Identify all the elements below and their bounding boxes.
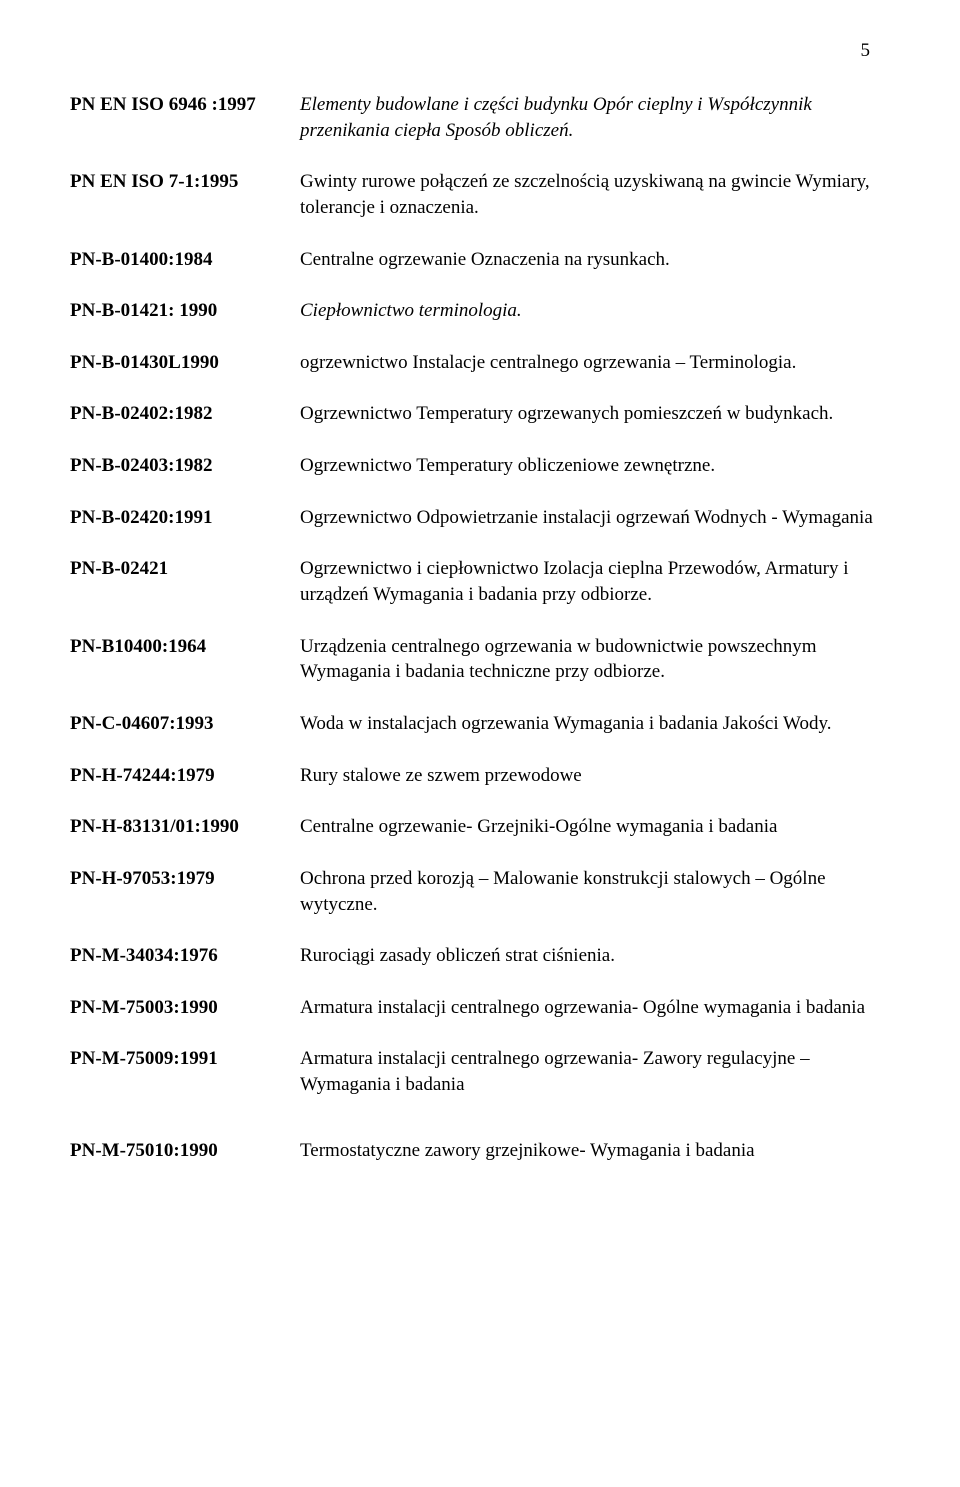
- standard-description: Elementy budowlane i części budynku Opór…: [300, 92, 890, 143]
- standard-description: Ciepłownictwo terminologia.: [300, 298, 890, 324]
- standard-description: Rurociągi zasady obliczeń strat ciśnieni…: [300, 943, 890, 969]
- standard-entry: PN-B-01400:1984Centralne ogrzewanie Ozna…: [70, 247, 890, 273]
- standard-entry: PN-B-02403:1982Ogrzewnictwo Temperatury …: [70, 453, 890, 479]
- standard-code: PN-H-74244:1979: [70, 763, 300, 789]
- standard-description: Centralne ogrzewanie- Grzejniki-Ogólne w…: [300, 814, 890, 840]
- standard-code: PN-B10400:1964: [70, 634, 300, 685]
- standard-entry: PN-H-74244:1979Rury stalowe ze szwem prz…: [70, 763, 890, 789]
- document-page: 5 PN EN ISO 6946 :1997Elementy budowlane…: [0, 0, 960, 1239]
- standard-code: PN-H-97053:1979: [70, 866, 300, 917]
- standard-code: PN-B-02402:1982: [70, 401, 300, 427]
- standard-entry: PN-M-75003:1990Armatura instalacji centr…: [70, 995, 890, 1021]
- standard-entry: PN-H-83131/01:1990Centralne ogrzewanie- …: [70, 814, 890, 840]
- standard-entry: PN-M-34034:1976Rurociągi zasady obliczeń…: [70, 943, 890, 969]
- standard-entry: PN-B-01430L1990ogrzewnictwo Instalacje c…: [70, 350, 890, 376]
- standard-code: PN EN ISO 7-1:1995: [70, 169, 300, 220]
- standard-entry: PN-M-75009:1991Armatura instalacji centr…: [70, 1046, 890, 1097]
- standard-description: Urządzenia centralnego ogrzewania w budo…: [300, 634, 890, 685]
- standard-entry: PN-B-02402:1982Ogrzewnictwo Temperatury …: [70, 401, 890, 427]
- standard-description: Ochrona przed korozją – Malowanie konstr…: [300, 866, 890, 917]
- standard-code: PN-H-83131/01:1990: [70, 814, 300, 840]
- standard-code: PN EN ISO 6946 :1997: [70, 92, 300, 143]
- standard-code: PN-M-75010:1990: [70, 1138, 300, 1164]
- standard-entry: PN-H-97053:1979Ochrona przed korozją – M…: [70, 866, 890, 917]
- standard-description: Termostatyczne zawory grzejnikowe- Wymag…: [300, 1138, 890, 1164]
- standard-entry: PN-B-02420:1991Ogrzewnictwo Odpowietrzan…: [70, 505, 890, 531]
- standard-description: Armatura instalacji centralnego ogrzewan…: [300, 1046, 890, 1097]
- standard-description: Gwinty rurowe połączeń ze szczelnością u…: [300, 169, 890, 220]
- standard-description: Ogrzewnictwo Temperatury obliczeniowe ze…: [300, 453, 890, 479]
- standard-code: PN-C-04607:1993: [70, 711, 300, 737]
- standard-code: PN-M-75009:1991: [70, 1046, 300, 1097]
- standard-description: Ogrzewnictwo Odpowietrzanie instalacji o…: [300, 505, 890, 531]
- standard-code: PN-B-01430L1990: [70, 350, 300, 376]
- standard-entry: PN-C-04607:1993Woda w instalacjach ogrze…: [70, 711, 890, 737]
- standard-entry: PN-B-02421Ogrzewnictwo i ciepłownictwo I…: [70, 556, 890, 607]
- standard-description: Ogrzewnictwo Temperatury ogrzewanych pom…: [300, 401, 890, 427]
- standard-entry: PN EN ISO 6946 :1997Elementy budowlane i…: [70, 92, 890, 143]
- standard-description: Armatura instalacji centralnego ogrzewan…: [300, 995, 890, 1021]
- standard-code: PN-M-75003:1990: [70, 995, 300, 1021]
- standard-description: Rury stalowe ze szwem przewodowe: [300, 763, 890, 789]
- standard-entry: PN-B10400:1964Urządzenia centralnego ogr…: [70, 634, 890, 685]
- page-number: 5: [70, 40, 890, 62]
- standard-code: PN-B-01421: 1990: [70, 298, 300, 324]
- standard-description: Centralne ogrzewanie Oznaczenia na rysun…: [300, 247, 890, 273]
- standard-description: Woda w instalacjach ogrzewania Wymagania…: [300, 711, 890, 737]
- standard-entry: PN-M-75010:1990Termostatyczne zawory grz…: [70, 1138, 890, 1164]
- standard-entry: PN-B-01421: 1990Ciepłownictwo terminolog…: [70, 298, 890, 324]
- standard-description: ogrzewnictwo Instalacje centralnego ogrz…: [300, 350, 890, 376]
- standard-code: PN-B-02421: [70, 556, 300, 607]
- standard-code: PN-M-34034:1976: [70, 943, 300, 969]
- standards-list: PN EN ISO 6946 :1997Elementy budowlane i…: [70, 92, 890, 1163]
- standard-entry: PN EN ISO 7-1:1995Gwinty rurowe połączeń…: [70, 169, 890, 220]
- standard-code: PN-B-02420:1991: [70, 505, 300, 531]
- standard-description: Ogrzewnictwo i ciepłownictwo Izolacja ci…: [300, 556, 890, 607]
- standard-code: PN-B-01400:1984: [70, 247, 300, 273]
- standard-code: PN-B-02403:1982: [70, 453, 300, 479]
